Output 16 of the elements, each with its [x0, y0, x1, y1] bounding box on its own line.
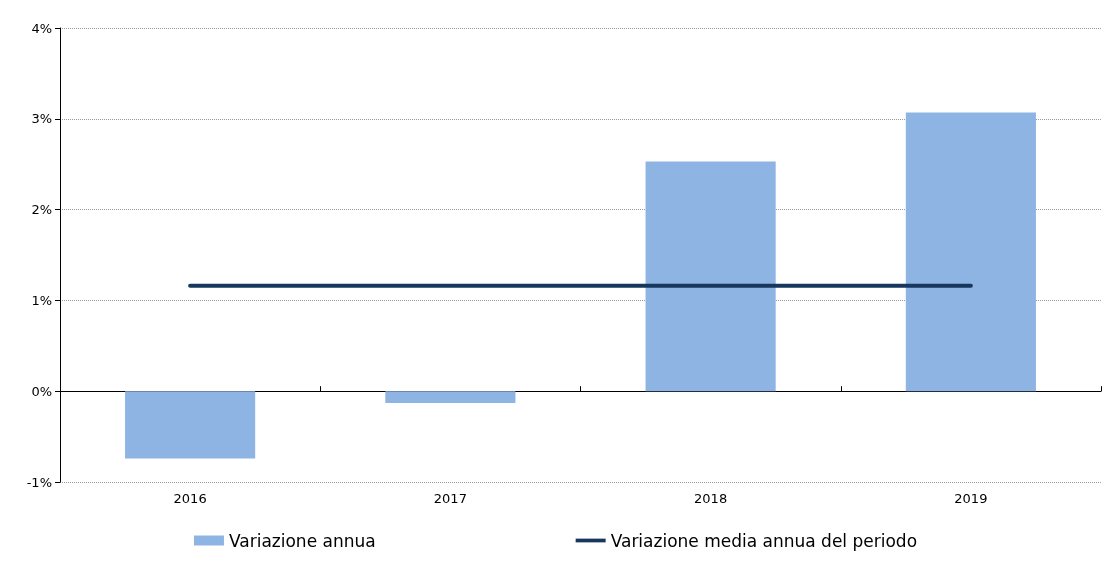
y-tick-label: 0%	[31, 383, 52, 399]
y-tick-label: 2%	[31, 202, 52, 218]
bar	[905, 112, 1036, 392]
x-tick-label: 2018	[694, 491, 728, 506]
y-tick-label: 4%	[31, 20, 52, 36]
x-tick-label: 2019	[954, 491, 988, 506]
y-tick-label: 3%	[31, 111, 52, 127]
x-tick-label: 2016	[173, 491, 207, 506]
bar	[385, 391, 516, 403]
y-tick-label: 1%	[31, 292, 52, 308]
legend-label: Variazione annua	[228, 530, 376, 551]
x-tick-label: 2017	[433, 491, 467, 506]
y-tick-label: -1%	[26, 474, 52, 490]
legend-label: Variazione media annua del periodo	[610, 530, 918, 551]
bar	[645, 161, 776, 392]
bar	[125, 391, 256, 459]
